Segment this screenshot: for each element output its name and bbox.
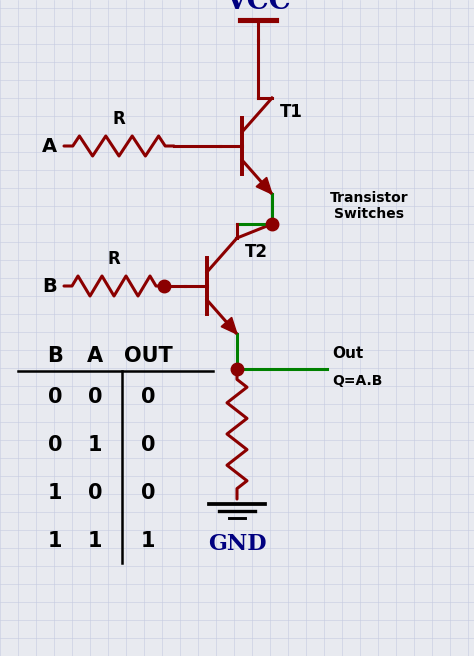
Text: B: B — [47, 346, 63, 366]
Text: 0: 0 — [48, 436, 62, 455]
Text: Out: Out — [332, 346, 363, 361]
Text: 0: 0 — [141, 388, 155, 407]
Text: 1: 1 — [48, 483, 62, 503]
Text: 0: 0 — [48, 388, 62, 407]
Text: 1: 1 — [48, 531, 62, 552]
Text: 1: 1 — [88, 531, 102, 552]
Text: A: A — [42, 136, 57, 155]
Polygon shape — [256, 177, 272, 194]
Text: R: R — [108, 250, 120, 268]
Text: T1: T1 — [280, 103, 303, 121]
Text: 1: 1 — [88, 436, 102, 455]
Text: 0: 0 — [88, 388, 102, 407]
Text: OUT: OUT — [124, 346, 173, 366]
Text: A: A — [87, 346, 103, 366]
Text: 1: 1 — [141, 531, 155, 552]
Text: Transistor
Switches: Transistor Switches — [330, 191, 409, 221]
Text: GND: GND — [208, 533, 266, 555]
Text: B: B — [42, 276, 57, 295]
Polygon shape — [221, 318, 237, 334]
Text: 0: 0 — [88, 483, 102, 503]
Text: 0: 0 — [141, 436, 155, 455]
Text: VCC: VCC — [225, 0, 291, 15]
Text: R: R — [113, 110, 126, 128]
Text: T2: T2 — [245, 243, 268, 261]
Text: 0: 0 — [141, 483, 155, 503]
Text: Q=A.B: Q=A.B — [332, 374, 383, 388]
